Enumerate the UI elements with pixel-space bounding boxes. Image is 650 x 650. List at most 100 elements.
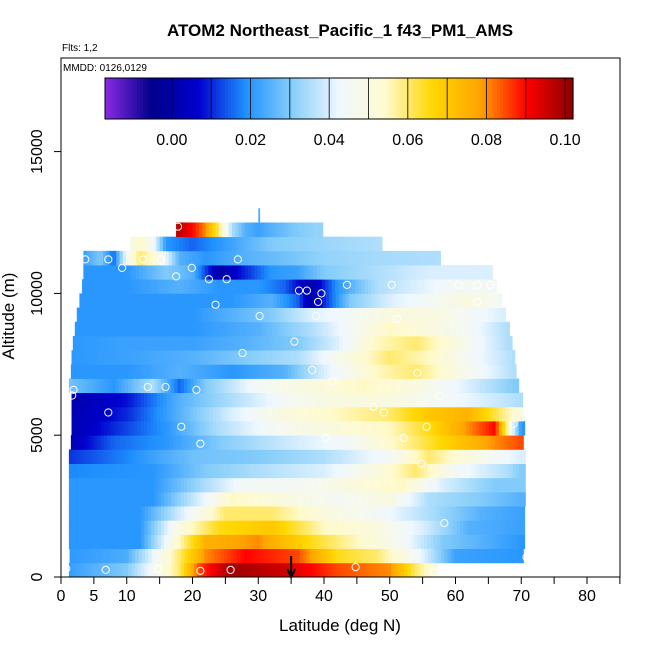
heatmap-cell <box>236 562 241 577</box>
heatmap-cell <box>372 293 376 308</box>
heatmap-cell <box>109 307 114 323</box>
heatmap-cell <box>186 406 191 422</box>
heatmap-cell <box>334 321 339 337</box>
heatmap-cell <box>358 279 363 294</box>
heatmap-cell <box>239 506 244 521</box>
heatmap-cell <box>204 548 209 564</box>
heatmap-cell <box>256 279 261 294</box>
heatmap-cell <box>188 265 193 280</box>
heatmap-cell <box>114 421 119 436</box>
heatmap-cell <box>337 321 342 337</box>
heatmap-cell <box>302 279 307 294</box>
heatmap-cell <box>188 307 193 323</box>
heatmap-cell <box>448 307 453 323</box>
heatmap-cell <box>299 463 303 479</box>
colorbar-segment <box>382 78 387 119</box>
heatmap-cell <box>469 392 474 408</box>
heatmap-cell <box>367 392 372 408</box>
heatmap-cell <box>172 236 177 252</box>
heatmap-cell <box>253 335 258 351</box>
heatmap-cell <box>242 350 247 365</box>
colorbar-segment <box>350 78 355 119</box>
heatmap-cell <box>220 378 225 394</box>
observation-point <box>81 255 90 264</box>
heatmap-cell <box>189 350 194 365</box>
heatmap-cell <box>431 335 436 351</box>
heatmap-cell <box>476 449 481 464</box>
heatmap-cell <box>365 335 370 351</box>
heatmap-cell <box>289 491 294 507</box>
heatmap-cell <box>384 463 389 479</box>
heatmap-cell <box>160 350 165 365</box>
heatmap-cell <box>311 392 316 408</box>
heatmap-cell <box>282 534 287 550</box>
heatmap-cell <box>72 335 77 351</box>
heatmap-cell <box>368 293 373 308</box>
heatmap-cell <box>381 548 386 564</box>
heatmap-cell <box>371 506 376 521</box>
heatmap-cell <box>410 463 415 479</box>
heatmap-cell <box>198 265 203 280</box>
heatmap-cell <box>467 293 472 308</box>
heatmap-cell <box>203 463 208 479</box>
heatmap-cell <box>249 392 253 408</box>
colorbar-segment <box>260 78 264 119</box>
heatmap-cell <box>456 421 461 436</box>
heatmap-cell <box>160 491 165 507</box>
heatmap-cell <box>121 562 126 577</box>
heatmap-cell <box>407 506 412 521</box>
colorbar-tick-label: 0.04 <box>314 132 345 149</box>
heatmap-cell <box>341 421 345 436</box>
heatmap-cell <box>91 350 96 365</box>
heatmap-cell <box>400 321 405 337</box>
heatmap-cell <box>406 435 411 450</box>
heatmap-cell <box>121 534 126 550</box>
heatmap-cell <box>167 449 172 464</box>
heatmap-cell <box>175 265 180 280</box>
heatmap-cell <box>322 335 327 351</box>
heatmap-cell <box>243 491 248 507</box>
colorbar-segment <box>458 78 463 119</box>
heatmap-cell <box>430 491 435 507</box>
heatmap-cell <box>291 236 296 252</box>
heatmap-cell <box>163 321 168 337</box>
heatmap-cell <box>252 463 257 479</box>
colorbar-segment <box>239 78 244 119</box>
heatmap-cell <box>340 364 345 379</box>
heatmap-cell <box>433 534 438 550</box>
heatmap-cell <box>288 421 293 436</box>
heatmap-cell <box>99 293 104 308</box>
heatmap-cell <box>222 364 226 379</box>
heatmap-cell <box>408 307 413 323</box>
heatmap-cell <box>243 548 248 564</box>
heatmap-cell <box>157 534 162 550</box>
heatmap-cell <box>183 321 188 337</box>
heatmap-cell <box>266 548 271 564</box>
heatmap-cell <box>362 548 367 564</box>
heatmap-cell <box>339 307 344 323</box>
heatmap-cell <box>246 449 251 464</box>
heatmap-cell <box>303 307 308 323</box>
heatmap-cell <box>95 378 100 394</box>
observation-point <box>522 553 531 562</box>
heatmap-cell <box>492 321 497 337</box>
colorbar-segment <box>110 78 115 119</box>
heatmap-cell <box>277 307 282 323</box>
heatmap-cell <box>515 378 520 394</box>
heatmap-cell <box>272 392 276 408</box>
heatmap-cell <box>321 321 326 337</box>
heatmap-cell <box>509 378 514 394</box>
heatmap-cell <box>331 520 336 535</box>
heatmap-cell <box>185 236 190 252</box>
heatmap-cell <box>169 236 174 252</box>
heatmap-cell <box>167 562 172 577</box>
heatmap-cell <box>418 250 423 266</box>
heatmap-cell <box>308 392 313 408</box>
heatmap-cell <box>124 350 129 365</box>
heatmap-cell <box>259 520 264 535</box>
heatmap-cell <box>506 506 511 521</box>
heatmap-cell <box>247 548 251 564</box>
heatmap-cell <box>82 463 86 479</box>
heatmap-cell <box>151 279 155 294</box>
heatmap-cell <box>498 435 503 450</box>
